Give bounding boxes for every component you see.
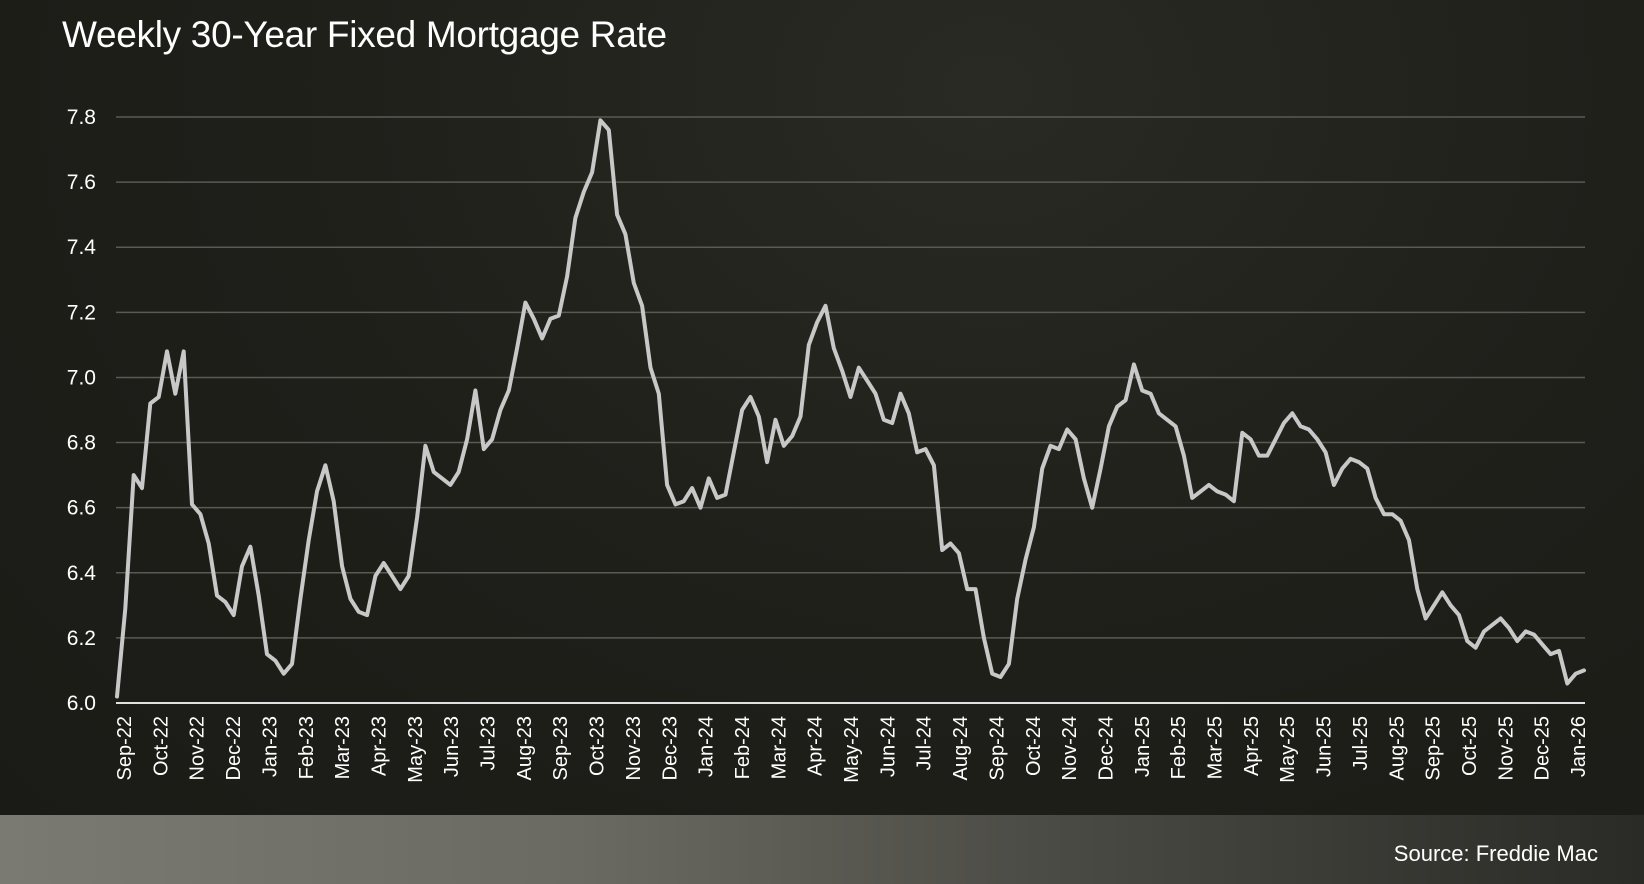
x-tick-label: Jul-24 xyxy=(914,716,936,770)
y-tick-label: 7.8 xyxy=(67,106,96,129)
x-tick-label: Dec-24 xyxy=(1096,716,1118,780)
y-tick-label: 6.2 xyxy=(67,627,96,650)
x-tick-label: Oct-25 xyxy=(1459,716,1481,776)
x-tick-label: Sep-22 xyxy=(114,716,136,781)
y-tick-label: 6.0 xyxy=(67,692,96,715)
x-tick-label: Oct-23 xyxy=(587,716,609,776)
grid-lines xyxy=(116,116,1585,639)
x-tick-label: Jun-23 xyxy=(441,716,463,777)
x-tick-label: Jan-25 xyxy=(1132,716,1154,777)
x-tick-label: May-23 xyxy=(405,716,427,783)
y-tick-label: 7.2 xyxy=(67,301,96,324)
line-chart: 6.0 6.2 6.4 6.6 6.8 7.0 7.2 7.4 7.6 7.8 Sep-22 Oct… xyxy=(67,106,1590,783)
x-tick-label: Sep-24 xyxy=(986,716,1008,781)
x-axis-ticks: Sep-22 Oct-22 Nov-22 Dec-22 Jan-23 Feb-23 Mar-… xyxy=(114,716,1590,783)
x-tick-label: Jan-24 xyxy=(696,716,718,777)
x-tick-label: Sep-23 xyxy=(550,716,572,781)
x-tick-label: Jan-23 xyxy=(259,716,281,777)
x-tick-label: Oct-22 xyxy=(150,716,172,776)
x-tick-label: Nov-25 xyxy=(1495,716,1517,780)
y-tick-label: 6.6 xyxy=(67,497,96,520)
y-tick-label: 7.6 xyxy=(67,171,96,194)
x-tick-label: Nov-23 xyxy=(623,716,645,780)
y-tick-label: 6.8 xyxy=(67,432,96,455)
x-tick-label: Jul-23 xyxy=(478,716,500,770)
y-tick-label: 7.4 xyxy=(67,236,97,259)
x-tick-label: Aug-25 xyxy=(1386,716,1408,781)
x-tick-label: Feb-24 xyxy=(732,716,754,779)
x-tick-label: Sep-25 xyxy=(1423,716,1445,781)
footer-bar: Source: Freddie Mac xyxy=(0,815,1644,884)
x-tick-label: Mar-23 xyxy=(332,716,354,779)
x-tick-label: Jun-25 xyxy=(1314,716,1336,777)
y-tick-label: 6.4 xyxy=(67,562,97,585)
x-tick-label: Mar-24 xyxy=(768,716,790,779)
x-tick-label: Feb-25 xyxy=(1168,716,1190,779)
y-tick-label: 7.0 xyxy=(67,366,96,389)
x-tick-label: Dec-22 xyxy=(223,716,245,780)
source-note: Source: Freddie Mac xyxy=(1393,841,1598,866)
x-tick-label: Nov-22 xyxy=(187,716,209,780)
x-tick-label: Apr-25 xyxy=(1241,716,1263,776)
series-line-mortgage-rate xyxy=(115,118,1586,699)
x-tick-label: Feb-23 xyxy=(296,716,318,779)
x-tick-label: Nov-24 xyxy=(1059,716,1081,780)
chart-title: Weekly 30-Year Fixed Mortgage Rate xyxy=(62,14,667,55)
x-tick-label: Jun-24 xyxy=(877,716,899,777)
x-tick-label: Aug-23 xyxy=(514,716,536,781)
y-axis-ticks: 6.0 6.2 6.4 6.6 6.8 7.0 7.2 7.4 7.6 7.8 xyxy=(67,106,97,715)
x-tick-label: Oct-24 xyxy=(1023,716,1045,776)
x-tick-label: Dec-25 xyxy=(1532,716,1554,780)
x-tick-label: Jul-25 xyxy=(1350,716,1372,770)
x-tick-label: Mar-25 xyxy=(1205,716,1227,779)
x-tick-label: May-25 xyxy=(1277,716,1299,783)
x-tick-label: Dec-23 xyxy=(659,716,681,780)
x-tick-label: Jan-26 xyxy=(1568,716,1590,777)
x-tick-label: Aug-24 xyxy=(950,716,972,781)
x-tick-label: Apr-24 xyxy=(805,716,827,776)
x-tick-label: Apr-23 xyxy=(369,716,391,776)
x-tick-label: May-24 xyxy=(841,716,863,783)
